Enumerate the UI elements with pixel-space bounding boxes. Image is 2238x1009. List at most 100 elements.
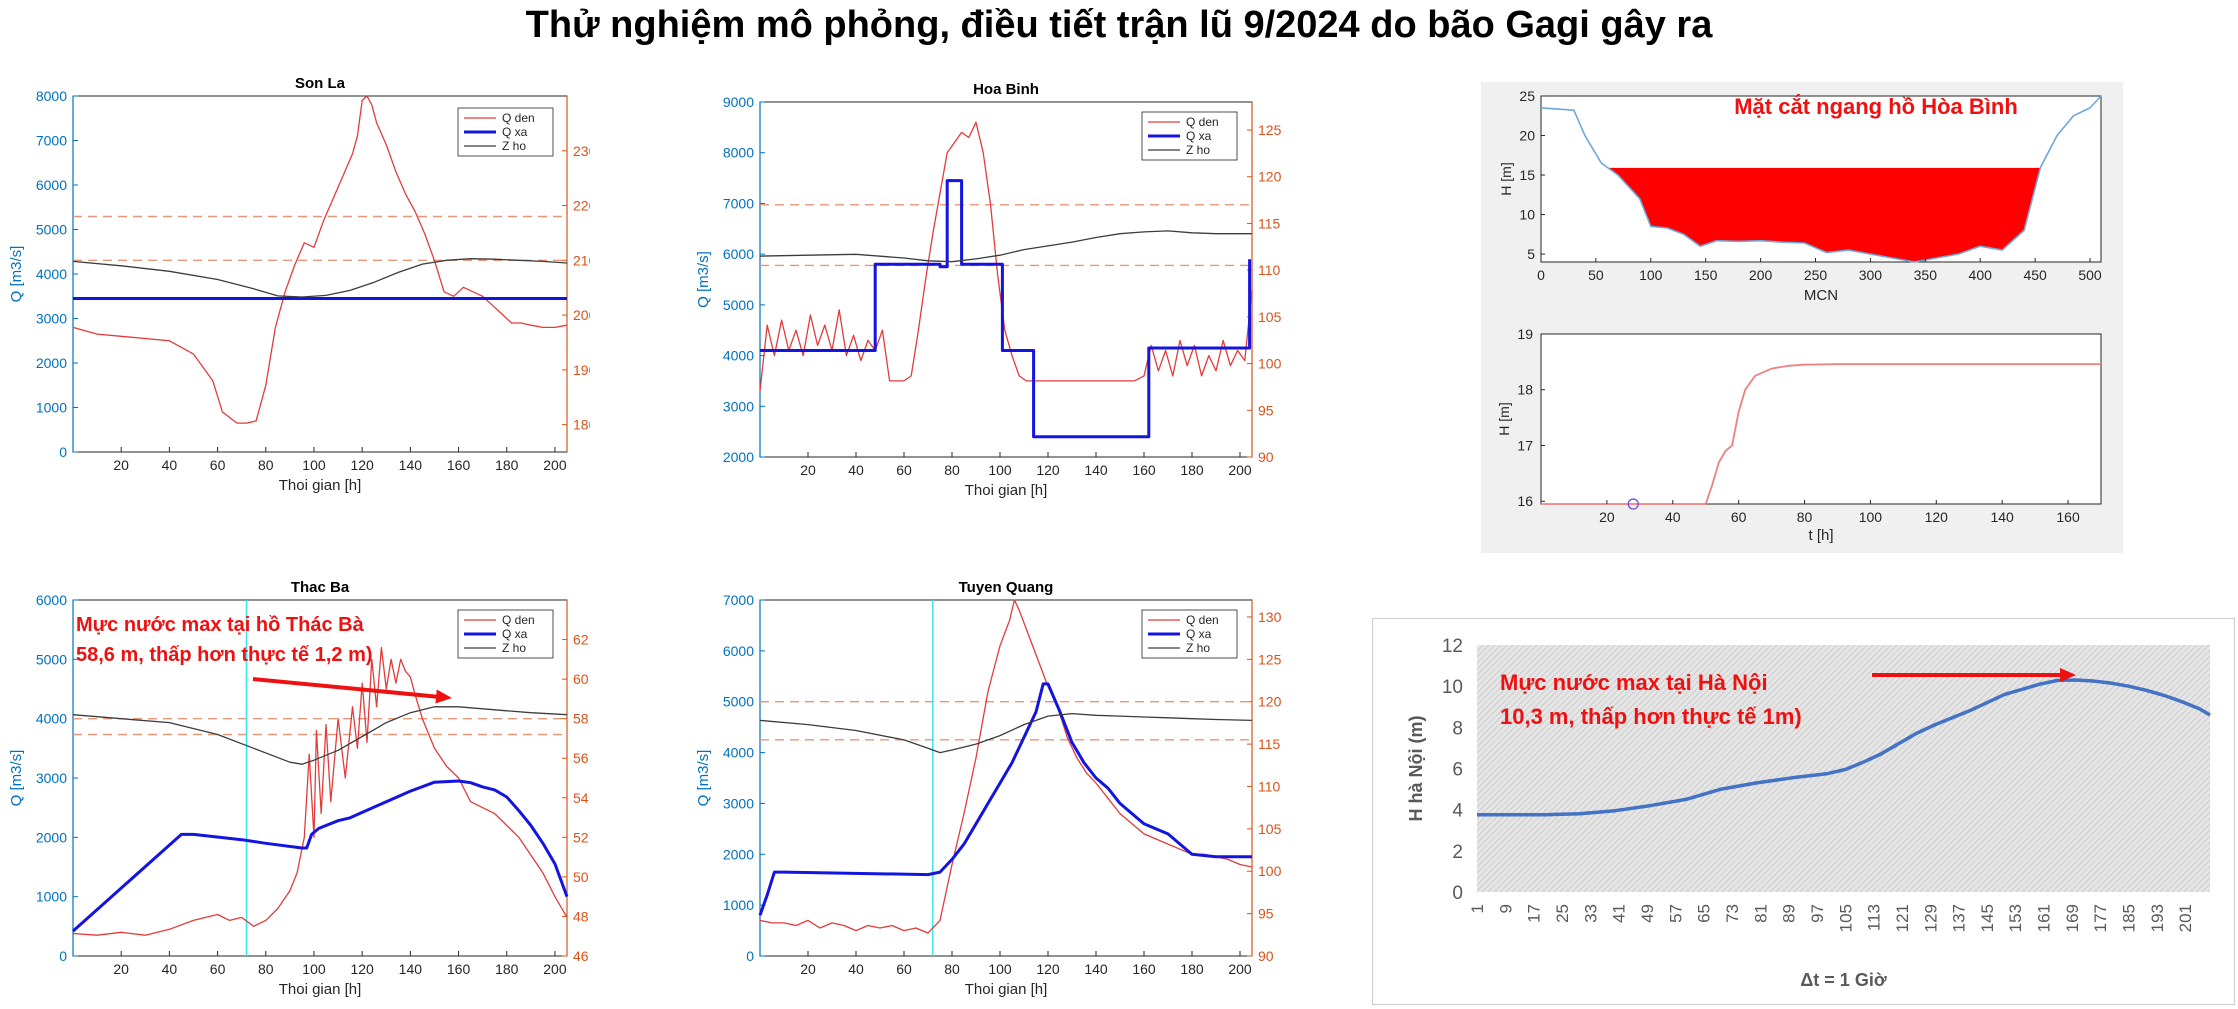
y2-tick-label: 110	[1258, 778, 1281, 794]
x-tick-label: 89	[1780, 904, 1799, 923]
y-tick-label: 8000	[36, 88, 67, 104]
y-tick-label: 0	[746, 948, 754, 964]
z-ho-line	[759, 230, 1252, 263]
chart-title: Hoa Binh	[973, 81, 1039, 98]
x-axis-label: Thoi gian [h]	[965, 981, 1048, 998]
x-tick-label: 185	[2120, 904, 2139, 932]
x-tick-label: 9	[1496, 904, 1515, 913]
y-axis-label: H hà Nội (m)	[1406, 715, 1426, 821]
hanoi-water-line	[1477, 678, 2211, 817]
y-tick-label: 1000	[36, 400, 67, 416]
y2-tick-label: 115	[1258, 736, 1281, 752]
legend-label-q-xa: Q xa	[502, 125, 528, 139]
y-tick-label: 7000	[723, 195, 754, 211]
y2-tick-label: 230	[573, 143, 590, 159]
q-den-line	[72, 646, 568, 936]
x-tick-label: 20	[113, 457, 129, 473]
x-tick-label: 140	[1084, 961, 1108, 977]
plot-area	[759, 599, 1253, 957]
x-axis-label: MCN	[1804, 287, 1838, 304]
annotation-arrow	[252, 677, 441, 699]
x-tick-label: 25	[1553, 904, 1572, 923]
x-tick-label: 65	[1695, 904, 1714, 923]
y-tick-label: 6000	[36, 592, 67, 608]
x-tick-label: 100	[302, 961, 326, 977]
x-axis-label: Thoi gian [h]	[279, 477, 362, 494]
y-axis-label: Q [m3/s]	[8, 750, 25, 807]
y-tick-label: 6000	[723, 643, 754, 659]
x-tick-label: 0	[1537, 267, 1545, 283]
legend-box	[1141, 111, 1238, 161]
z-ho-line	[72, 706, 568, 765]
x-tick-label: 100	[988, 961, 1012, 977]
y-tick-label: 4000	[36, 266, 67, 282]
x-tick-label: 20	[800, 462, 816, 478]
x-tick-label: 400	[1969, 267, 1993, 283]
y-tick-label: 25	[1519, 88, 1535, 104]
y-tick-label: 19	[1517, 326, 1533, 342]
x-tick-label: 120	[1036, 961, 1060, 977]
legend-label-q-xa: Q xa	[502, 627, 528, 641]
x-tick-label: 33	[1581, 904, 1600, 923]
x-tick-label: 80	[944, 961, 960, 977]
water-area	[1608, 167, 2041, 262]
y-tick-label: 3000	[723, 795, 754, 811]
x-tick-label: 177	[2091, 904, 2110, 932]
z-ho-line	[759, 712, 1253, 754]
x-tick-label: 200	[1228, 961, 1252, 977]
y-tick-label: 18	[1517, 382, 1533, 398]
y2-tick-label: 50	[573, 869, 589, 885]
chart-title: Son La	[295, 75, 346, 92]
legend-label-z-ho: Z ho	[1186, 143, 1210, 157]
x-tick-label: 180	[1180, 462, 1204, 478]
x-axis-label: t [h]	[1808, 527, 1833, 544]
chart-title: Thac Ba	[291, 579, 350, 596]
y2-tick-label: 115	[1258, 215, 1281, 231]
y2-tick-label: 125	[1258, 651, 1282, 667]
x-tick-label: 60	[896, 961, 912, 977]
x-tick-label: 145	[1978, 904, 1997, 932]
x-tick-label: 120	[350, 961, 374, 977]
x-tick-label: 180	[1180, 961, 1204, 977]
y-tick-label: 17	[1517, 437, 1533, 453]
x-tick-label: 150	[1694, 267, 1718, 283]
y2-tick-label: 95	[1258, 906, 1274, 922]
y-tick-label: 5	[1527, 246, 1535, 262]
x-tick-label: 140	[1990, 509, 2014, 525]
riverbed-line	[1540, 95, 2102, 263]
y-tick-label: 5000	[723, 297, 754, 313]
chart-title: Tuyen Quang	[959, 579, 1054, 596]
y2-tick-label: 48	[573, 908, 589, 924]
y-tick-label: 1000	[36, 889, 67, 905]
x-tick-label: 41	[1610, 904, 1629, 923]
y2-tick-label: 110	[1258, 262, 1281, 278]
x-tick-label: 140	[1084, 462, 1108, 478]
y-tick-label: 15	[1519, 167, 1535, 183]
legend-label-q-xa: Q xa	[1186, 129, 1212, 143]
x-tick-label: 57	[1666, 904, 1685, 923]
q-den-line	[72, 95, 568, 424]
y-tick-label: 9000	[723, 94, 754, 110]
y2-tick-label: 95	[1258, 402, 1274, 418]
q-xa-line	[758, 682, 1252, 916]
y2-tick-label: 200	[573, 307, 590, 323]
y-axis-label: H [m]	[1498, 162, 1514, 195]
x-tick-label: 80	[944, 462, 960, 478]
x-tick-label: 80	[1797, 509, 1813, 525]
y-tick-label: 0	[59, 444, 67, 460]
x-tick-label: 80	[258, 961, 274, 977]
annotation-arrow-head	[2060, 668, 2076, 682]
x-tick-label: 450	[2023, 267, 2047, 283]
y2-tick-label: 120	[1258, 694, 1282, 710]
x-tick-label: 40	[848, 462, 864, 478]
x-tick-label: 40	[848, 961, 864, 977]
y-tick-label: 16	[1517, 493, 1533, 509]
x-tick-label: 50	[1588, 267, 1604, 283]
y-tick-label: 6000	[36, 177, 67, 193]
y2-tick-label: 90	[1258, 449, 1274, 465]
y2-tick-label: 180	[573, 417, 590, 433]
x-tick-label: 120	[1925, 509, 1949, 525]
y-tick-label: 3000	[723, 398, 754, 414]
